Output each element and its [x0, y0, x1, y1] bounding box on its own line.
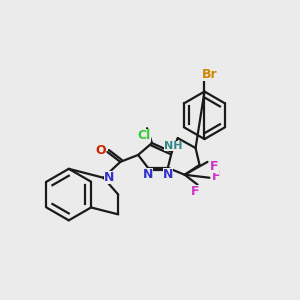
Text: O: O: [95, 145, 106, 158]
Text: N: N: [163, 168, 173, 181]
Text: Cl: Cl: [137, 129, 151, 142]
Text: F: F: [191, 185, 200, 198]
Text: N: N: [104, 171, 115, 184]
Text: NH: NH: [164, 141, 182, 151]
Text: F: F: [210, 160, 219, 173]
Text: F: F: [212, 170, 220, 183]
Text: N: N: [143, 168, 153, 181]
Text: Br: Br: [202, 68, 217, 81]
